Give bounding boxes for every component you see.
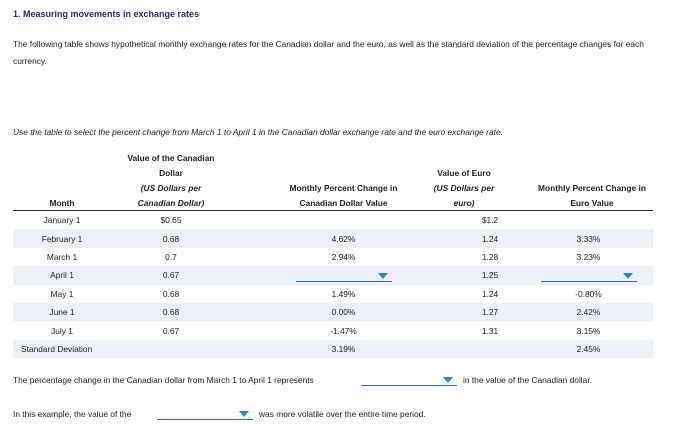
table-row: June 1 0.68 0.00% 1.27 2.42% (13, 302, 653, 322)
euro-value-cell: 1.28 (481, 251, 499, 262)
cad-change-cell: 2.94% (331, 251, 356, 262)
month-cell: March 1 (46, 251, 78, 262)
cad-change-cell: 0.00% (331, 307, 356, 318)
chevron-down-icon (239, 411, 249, 417)
cad-value-cell: 0.67 (162, 325, 180, 336)
chevron-down-icon (443, 377, 453, 383)
header-cad-change: Monthly Percent Change in Canadian Dolla… (289, 183, 398, 208)
cad-value-cell: $0.65 (160, 215, 182, 226)
month-cell: May 1 (50, 288, 74, 299)
table-row: February 1 0.68 4.62% 1.24 3.33% (13, 229, 653, 248)
euro-change-cell: -0.80% (575, 288, 602, 299)
volatile-currency-dropdown[interactable] (157, 407, 253, 420)
cad-value-cell: 0.68 (162, 288, 180, 299)
header-month: Month (49, 198, 75, 208)
euro-value-cell: $1.2 (481, 215, 499, 226)
euro-change-cell: 3.15% (576, 325, 601, 336)
std-dev-label: Standard Deviation (21, 343, 93, 354)
euro-std-dev-cell: 2.45% (576, 343, 601, 354)
sentence-2-end: was more volatile over the entire time p… (259, 409, 426, 419)
month-cell: April 1 (50, 270, 74, 281)
month-cell: July 1 (51, 325, 73, 336)
table-row: April 1 0.67 1.25 (13, 266, 653, 285)
sentence-2-start: In this example, the value of the (13, 409, 132, 419)
table-row: May 1 0.68 1.49% 1.24 -0.80% (13, 285, 653, 303)
month-cell: June 1 (49, 307, 75, 318)
sentence-1-end: in the value of the Canadian dollar. (463, 375, 592, 385)
month-cell: January 1 (43, 215, 81, 226)
cad-std-dev-cell: 3.19% (331, 343, 356, 354)
header-cad-value: Value of the Canadian Dollar (US Dollars… (127, 153, 215, 208)
euro-value-cell: 1.27 (481, 307, 499, 318)
exchange-rate-table: January 1 $0.65 $1.2 February 1 0.68 4.6… (13, 210, 653, 359)
intro-text: The following table shows hypothetical m… (13, 39, 644, 66)
euro-change-cell: 3.23% (576, 251, 601, 262)
question-title: 1. Measuring movements in exchange rates (13, 9, 200, 19)
cad-value-cell: 0.68 (162, 307, 180, 318)
euro-change-april-dropdown[interactable] (540, 269, 637, 282)
std-dev-row: Standard Deviation 3.19% 2.45% (13, 339, 653, 359)
euro-change-cell: 2.42% (576, 307, 601, 318)
table-row: March 1 0.7 2.94% 1.28 3.23% (13, 248, 653, 266)
cad-value-cell: 0.68 (162, 233, 180, 244)
cad-value-cell: 0.7 (165, 251, 177, 262)
table-row: July 1 0.67 -1.47% 1.31 3.15% (13, 321, 653, 339)
instruction-text: Use the table to select the percent chan… (13, 127, 503, 137)
euro-value-cell: 1.25 (481, 270, 499, 281)
cad-change-cell: -1.47% (330, 325, 357, 336)
euro-change-cell: 3.33% (576, 233, 601, 244)
header-euro-value: Value of Euro (US Dollars per euro) (433, 168, 495, 208)
chevron-down-icon (622, 272, 633, 279)
chevron-down-icon (377, 272, 388, 279)
euro-value-cell: 1.24 (481, 288, 499, 299)
header-euro-change: Monthly Percent Change in Euro Value (538, 183, 646, 208)
cad-change-dropdown-cell (231, 269, 456, 282)
cad-change-direction-dropdown[interactable] (361, 373, 457, 386)
euro-value-cell: 1.31 (481, 325, 499, 336)
cad-value-cell: 0.67 (162, 270, 180, 281)
sentence-1-start: The percentage change in the Canadian do… (13, 375, 314, 385)
cad-change-cell: 4.62% (331, 233, 356, 244)
euro-change-dropdown-cell (524, 269, 653, 282)
month-cell: February 1 (41, 233, 83, 244)
cad-change-april-dropdown[interactable] (295, 269, 392, 282)
cad-change-cell: 1.49% (331, 288, 356, 299)
euro-value-cell: 1.24 (481, 233, 499, 244)
table-row: January 1 $0.65 $1.2 (13, 211, 653, 229)
